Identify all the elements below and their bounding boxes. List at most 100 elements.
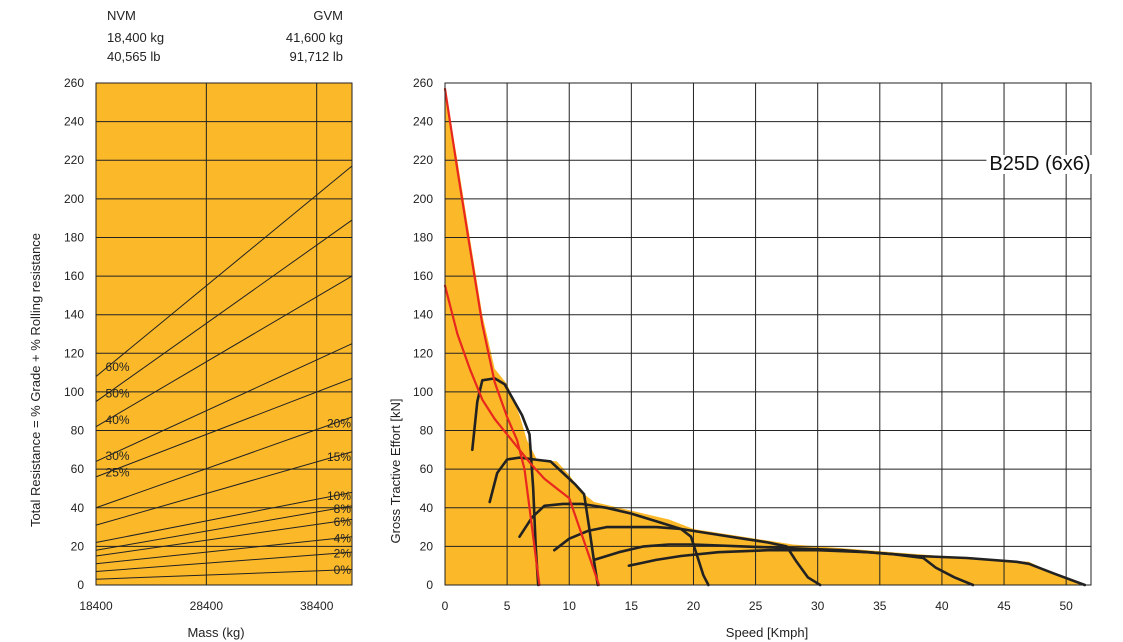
effort-y-tick-label: 240 xyxy=(413,115,433,129)
tractive-effort-chart-frame xyxy=(444,82,1092,586)
resistance-y-tick-label: 100 xyxy=(64,385,84,399)
speed-x-tick-label: 25 xyxy=(749,599,763,613)
grade-line xyxy=(95,569,353,580)
tractive-effort-envelope-area xyxy=(445,88,1085,586)
grade-label: 20% xyxy=(327,416,351,430)
grade-label: 40% xyxy=(106,413,130,427)
grade-line xyxy=(95,343,353,462)
resistance-x-tick-label: 38400 xyxy=(300,599,334,613)
grade-label: 8% xyxy=(334,502,352,516)
gear-effort-curve xyxy=(552,525,822,587)
speed-x-axis-label: Speed [Kmph] xyxy=(726,625,808,640)
gear-effort-curve xyxy=(592,543,975,587)
grade-lines xyxy=(95,165,353,580)
grade-label: 6% xyxy=(334,515,352,529)
grade-line xyxy=(95,518,353,557)
effort-y-ticks: 0 20 40 60 80 100 120 140 160 180 200 220 240 260 xyxy=(413,76,433,592)
effort-y-tick-label: 180 xyxy=(413,230,433,244)
grade-label: 60% xyxy=(106,360,130,374)
grade-line xyxy=(95,165,353,377)
gear-effort-curve xyxy=(488,456,600,587)
speed-x-tick-label: 5 xyxy=(504,599,511,613)
left-chart-header: NVM 18,400 kg 40,565 lb GVM 41,600 kg 91… xyxy=(107,8,343,64)
resistance-y-tick-label: 220 xyxy=(64,153,84,167)
nvm-label: NVM xyxy=(107,8,136,23)
effort-y-tick-label: 40 xyxy=(420,501,434,515)
grade-line xyxy=(95,505,353,551)
effort-y-tick-label: 80 xyxy=(420,424,434,438)
effort-y-tick-label: 20 xyxy=(420,539,434,553)
grade-label: 4% xyxy=(334,532,352,546)
speed-x-ticks: 0 5 10 15 20 25 30 35 40 45 50 xyxy=(442,599,1073,613)
speed-x-tick-label: 30 xyxy=(811,599,825,613)
speed-x-tick-label: 40 xyxy=(935,599,949,613)
resistance-y-tick-label: 140 xyxy=(64,308,84,322)
grade-label: 30% xyxy=(106,449,130,463)
grade-label: 50% xyxy=(106,386,130,400)
effort-y-tick-label: 200 xyxy=(413,192,433,206)
resistance-y-tick-label: 80 xyxy=(71,424,85,438)
resistance-y-tick-label: 120 xyxy=(64,346,84,360)
model-title: B25D (6x6) xyxy=(989,153,1090,175)
grade-line xyxy=(95,491,353,544)
effort-y-tick-label: 60 xyxy=(420,462,434,476)
nvm-kg: 18,400 kg xyxy=(107,30,164,45)
speed-x-tick-label: 45 xyxy=(997,599,1011,613)
grade-label: 10% xyxy=(327,489,351,503)
speed-x-tick-label: 15 xyxy=(625,599,639,613)
gear-effort-curve xyxy=(627,548,1087,587)
grade-line xyxy=(95,219,353,402)
resistance-chart-background xyxy=(96,83,352,585)
tractive-effort-chart: 0 5 10 15 20 25 30 35 40 45 50 0 20 40 60 80 100 120 140 1… xyxy=(388,76,1094,640)
gvm-lb: 91,712 lb xyxy=(290,49,344,64)
gvm-label: GVM xyxy=(313,8,343,23)
effort-y-tick-label: 160 xyxy=(413,269,433,283)
speed-x-tick-label: 10 xyxy=(563,599,577,613)
resistance-y-tick-label: 20 xyxy=(71,539,85,553)
resistance-x-axis-label: Mass (kg) xyxy=(187,625,244,640)
effort-y-tick-label: 120 xyxy=(413,346,433,360)
effort-y-tick-label: 0 xyxy=(426,578,433,592)
gear-effort-curve xyxy=(470,377,540,587)
resistance-y-axis-label: Total Resistance = % Grade + % Rolling r… xyxy=(28,233,43,527)
grade-label: 2% xyxy=(334,547,352,561)
effort-y-axis-label: Gross Tractive Effort [kN] xyxy=(388,399,403,544)
resistance-y-tick-label: 40 xyxy=(71,501,85,515)
grade-line xyxy=(95,451,353,526)
grade-label: 15% xyxy=(327,450,351,464)
resistance-y-tick-label: 240 xyxy=(64,115,84,129)
resistance-y-tick-label: 260 xyxy=(64,76,84,90)
grade-labels: 60% 50% 40% 30% 25% 20% 15% 10%8%6% 4%2% 0% xyxy=(106,360,352,577)
resistance-y-tick-label: 180 xyxy=(64,230,84,244)
grade-label: 25% xyxy=(106,465,130,479)
resistance-x-ticks: 18400 28400 38400 xyxy=(79,599,333,613)
resistance-x-tick-label: 18400 xyxy=(79,599,113,613)
speed-x-tick-label: 0 xyxy=(442,599,449,613)
resistance-y-tick-label: 200 xyxy=(64,192,84,206)
red-effort-curve xyxy=(443,284,601,587)
effort-y-tick-label: 220 xyxy=(413,153,433,167)
resistance-x-tick-label: 28400 xyxy=(190,599,224,613)
nvm-lb: 40,565 lb xyxy=(107,49,161,64)
tractive-effort-curves xyxy=(443,87,1087,587)
effort-y-tick-label: 140 xyxy=(413,308,433,322)
grade-line xyxy=(95,416,353,509)
grade-line xyxy=(95,377,353,478)
resistance-chart: 60% 50% 40% 30% 25% 20% 15% 10%8%6% 4%2% 0% 18400… xyxy=(28,76,353,640)
resistance-y-tick-label: 160 xyxy=(64,269,84,283)
resistance-y-ticks: 0 20 40 60 80 100 120 140 160 180 200 220 240 260 xyxy=(64,76,84,592)
grade-line xyxy=(95,551,353,572)
grade-line xyxy=(95,536,353,565)
speed-x-tick-label: 35 xyxy=(873,599,887,613)
model-title-background xyxy=(986,155,1094,174)
resistance-y-tick-label: 60 xyxy=(71,462,85,476)
speed-x-tick-label: 50 xyxy=(1059,599,1073,613)
effort-y-tick-label: 260 xyxy=(413,76,433,90)
grade-label: 0% xyxy=(334,563,352,577)
effort-y-tick-label: 100 xyxy=(413,385,433,399)
speed-x-tick-label: 20 xyxy=(687,599,701,613)
grade-line xyxy=(95,275,353,428)
resistance-chart-frame xyxy=(95,82,353,586)
red-effort-curve xyxy=(443,87,541,587)
